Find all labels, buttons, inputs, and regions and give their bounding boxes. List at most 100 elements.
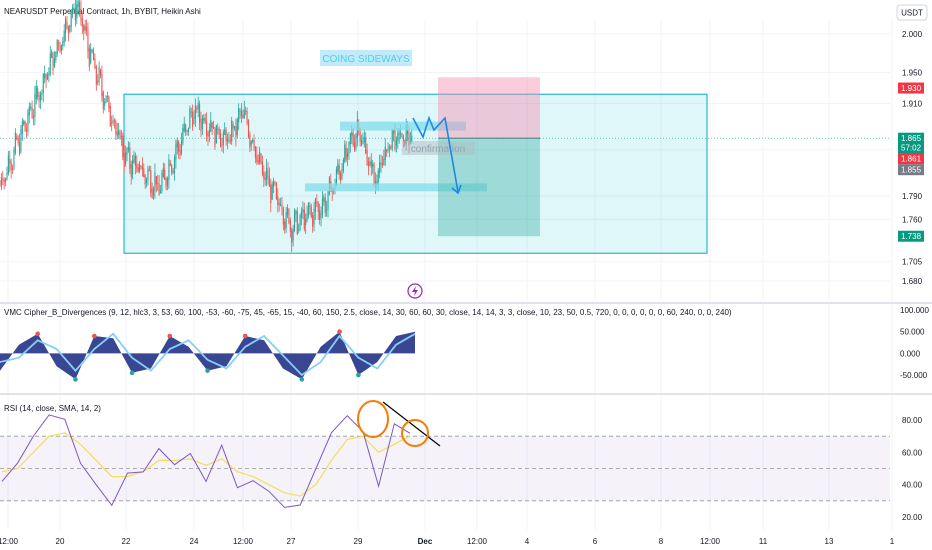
sideways-range-box[interactable] bbox=[123, 93, 708, 254]
candle-body bbox=[16, 136, 18, 140]
candle bbox=[136, 155, 138, 173]
candle bbox=[140, 165, 142, 170]
vmc-indicator-title[interactable]: VMC Cipher_B_Divergences (9, 12, hlc3, 3… bbox=[4, 308, 732, 317]
candle-body bbox=[259, 151, 261, 163]
candle-body bbox=[21, 121, 23, 134]
candle bbox=[154, 163, 156, 199]
candle-body bbox=[125, 152, 127, 164]
candle bbox=[362, 132, 364, 145]
candle bbox=[383, 149, 385, 166]
time-tick-label: 1 bbox=[890, 537, 895, 546]
candle bbox=[275, 181, 277, 201]
candle-body bbox=[393, 128, 395, 134]
candle bbox=[49, 45, 51, 77]
candle bbox=[267, 161, 269, 185]
candle-body bbox=[76, 4, 78, 19]
vmc-sell-dot bbox=[337, 329, 342, 334]
candle-body bbox=[402, 136, 404, 141]
candle bbox=[9, 150, 11, 173]
candle bbox=[284, 218, 286, 234]
candle bbox=[319, 203, 321, 225]
candle-body bbox=[194, 105, 196, 119]
candle bbox=[380, 154, 382, 173]
candle bbox=[338, 159, 340, 180]
vmc-tick-label: 0.000 bbox=[900, 349, 921, 358]
time-tick-label: 12:00 bbox=[0, 537, 19, 546]
vmc-buy-dot bbox=[299, 377, 305, 382]
short-position-stop-zone[interactable] bbox=[438, 77, 540, 139]
gray-tag-text: 1.855 bbox=[901, 166, 922, 175]
candle-body bbox=[102, 91, 104, 110]
candle-body bbox=[5, 178, 7, 182]
time-tick-label: 24 bbox=[190, 537, 199, 546]
time-tick-label: Dec bbox=[418, 537, 433, 546]
candle bbox=[393, 128, 395, 142]
candle-body bbox=[62, 41, 64, 47]
currency-label: USDT bbox=[901, 9, 923, 18]
candle-body bbox=[90, 49, 92, 64]
candle bbox=[168, 154, 170, 189]
candle-body bbox=[388, 146, 390, 149]
candle bbox=[296, 207, 298, 236]
candle bbox=[359, 127, 361, 147]
lightning-icon[interactable] bbox=[407, 283, 423, 299]
candle-body bbox=[359, 128, 361, 143]
resistance-zone[interactable] bbox=[340, 121, 466, 131]
candle bbox=[373, 162, 375, 187]
candle bbox=[129, 142, 131, 174]
candle bbox=[185, 123, 187, 136]
rsi-indicator-title[interactable]: RSI (14, close, SMA, 14, 2) bbox=[4, 404, 101, 413]
currency-button[interactable]: USDT bbox=[896, 4, 928, 21]
candle bbox=[197, 96, 199, 118]
candle bbox=[259, 146, 261, 165]
candle-body bbox=[31, 107, 33, 118]
candle-body bbox=[207, 132, 209, 138]
candle bbox=[179, 144, 181, 160]
candle bbox=[111, 115, 113, 132]
candle bbox=[203, 113, 205, 124]
candle bbox=[134, 152, 136, 175]
candle-body bbox=[104, 101, 106, 106]
candle bbox=[39, 91, 42, 110]
time-axis[interactable]: 12:00 20 22 24 12:00 27 29 Dec 12:00 4 6 8 12:00 11 13… bbox=[0, 537, 895, 546]
candle-body bbox=[112, 119, 114, 124]
rsi-trendline[interactable] bbox=[382, 401, 441, 447]
candle-body bbox=[48, 73, 50, 76]
candle bbox=[90, 42, 92, 65]
candle-body bbox=[281, 204, 283, 210]
candle-body bbox=[2, 178, 4, 180]
candle bbox=[80, 0, 82, 26]
candle-body bbox=[165, 177, 167, 188]
candle-body bbox=[141, 166, 143, 169]
candle-body bbox=[140, 165, 142, 167]
support-zone[interactable] bbox=[305, 183, 487, 192]
candle-body bbox=[70, 9, 72, 27]
rsi-peak-circle[interactable] bbox=[357, 400, 389, 438]
rsi-peak-circle[interactable] bbox=[401, 419, 429, 447]
candle bbox=[13, 146, 15, 171]
candle-body bbox=[300, 211, 303, 218]
candle-body bbox=[150, 170, 152, 193]
candle-body bbox=[129, 147, 131, 169]
candle bbox=[233, 126, 236, 131]
time-tick-label: 12:00 bbox=[467, 537, 488, 546]
candle-body bbox=[264, 177, 266, 181]
candle-body bbox=[229, 140, 231, 142]
candle bbox=[327, 190, 329, 218]
candle bbox=[353, 134, 356, 152]
candle-body bbox=[77, 1, 79, 8]
price-axis[interactable]: 2.0001.9501.9101.8501.7901.7601.7051.680… bbox=[900, 30, 929, 522]
candle-body bbox=[312, 214, 314, 227]
candle-body bbox=[303, 209, 305, 229]
candle bbox=[271, 181, 273, 201]
candle bbox=[60, 44, 62, 55]
candle bbox=[187, 127, 189, 136]
candle bbox=[222, 129, 224, 154]
candle bbox=[298, 223, 300, 234]
candle bbox=[69, 24, 71, 34]
candle bbox=[228, 131, 230, 144]
candle bbox=[355, 132, 357, 152]
candle-body bbox=[34, 94, 36, 118]
candle-body bbox=[284, 221, 286, 230]
